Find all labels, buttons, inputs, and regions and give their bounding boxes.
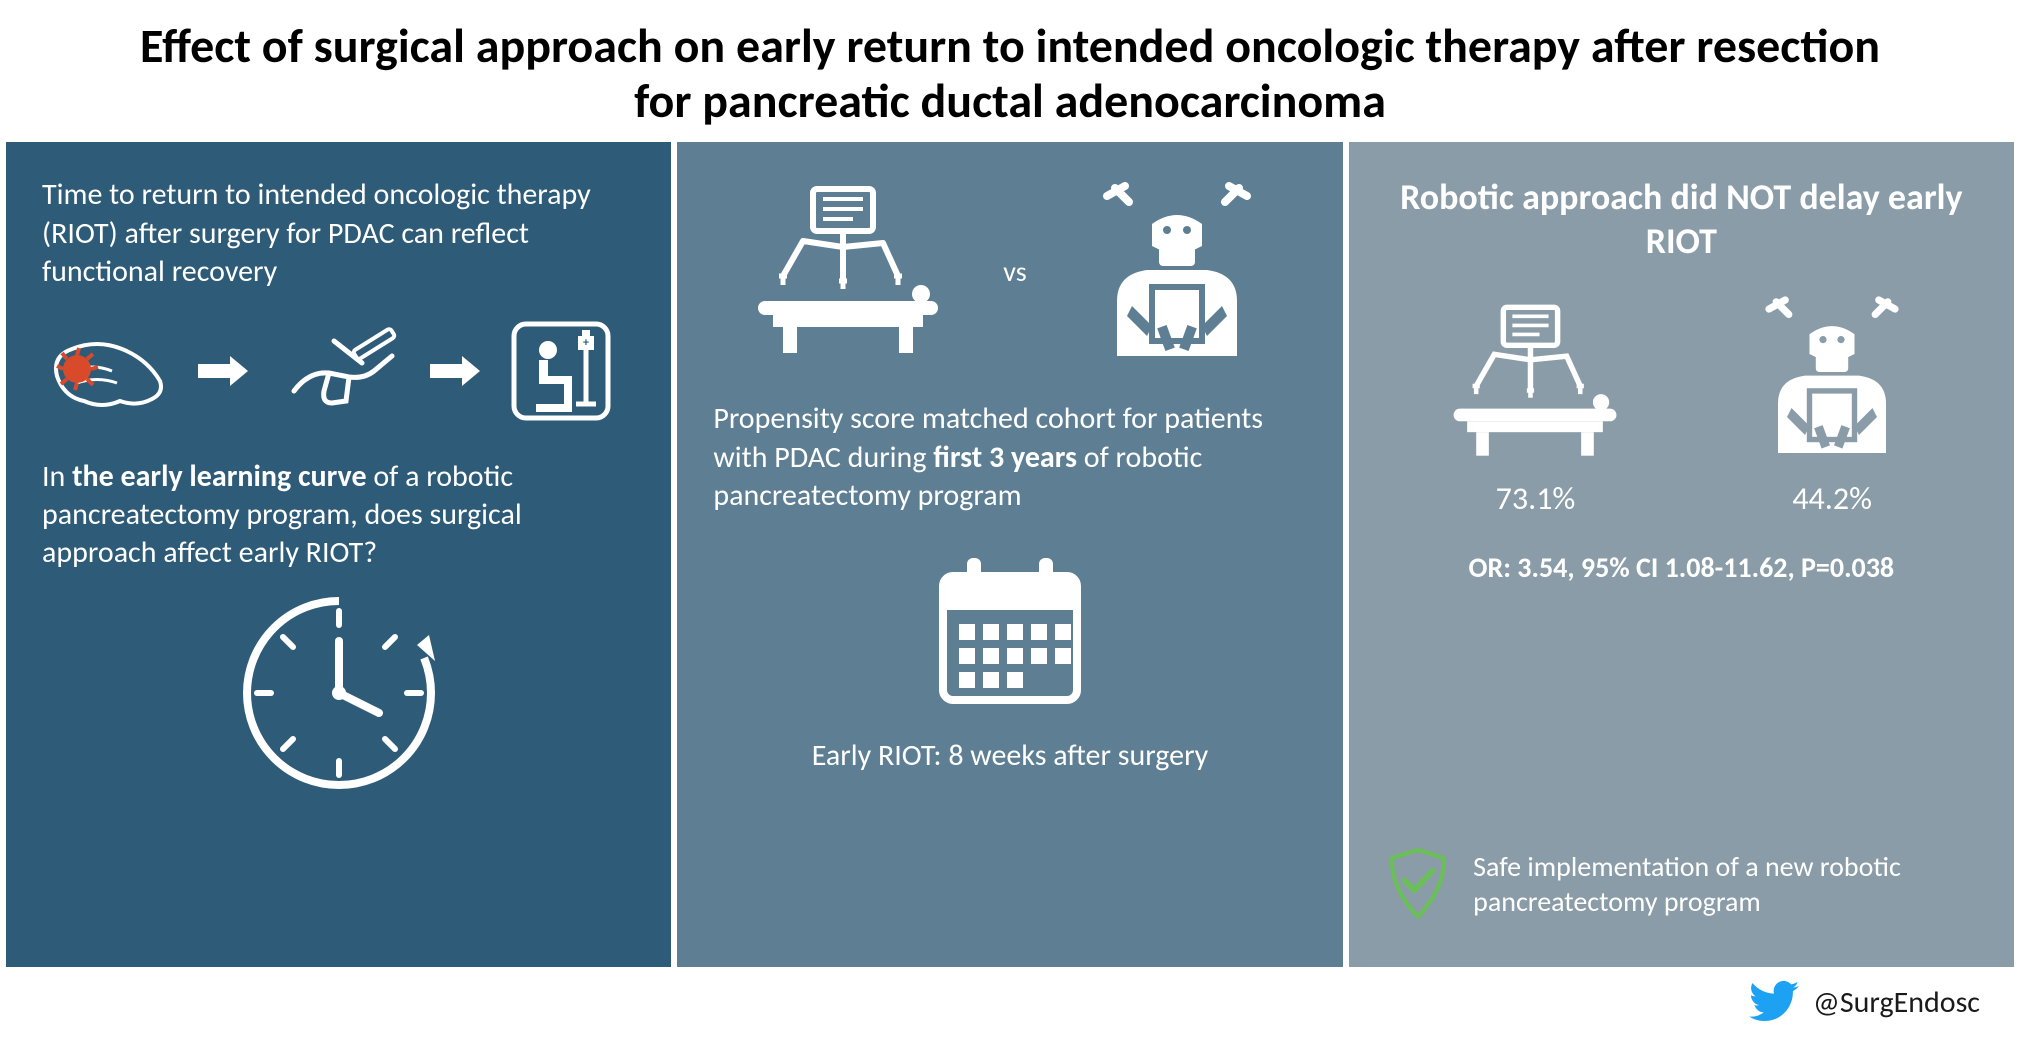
panel1-text2: In the early learning curve of a robotic… (42, 458, 635, 573)
panel2-text-bold: first 3 years (933, 439, 1077, 476)
panel-1: Time to return to intended oncologic the… (6, 142, 671, 967)
safe-row: Safe implementation of a new robotic pan… (1385, 829, 1978, 939)
arrow-icon (196, 354, 250, 388)
result-row: 73.1% (1385, 289, 1978, 518)
safe-text: Safe implementation of a new robotic pan… (1473, 849, 1978, 919)
robotic-surgery-icon (743, 181, 953, 361)
panel-3: Robotic approach did NOT delay early RIO… (1349, 142, 2014, 967)
twitter-icon (1749, 981, 1799, 1023)
shield-check-icon (1385, 829, 1451, 939)
clock-icon (229, 583, 449, 803)
panel1-icon-row: + (42, 316, 635, 426)
surgery-scalpel-icon (274, 321, 404, 421)
pancreas-tumor-icon (42, 321, 172, 421)
infographic-title: Effect of surgical approach on early ret… (0, 0, 2020, 142)
chemo-chair-icon: + (506, 316, 616, 426)
open-surgeon-icon (1077, 176, 1277, 366)
robotic-pct: 73.1% (1440, 479, 1630, 518)
panel3-stats: OR: 3.54, 95% CI 1.08-11.62, P=0.038 (1385, 550, 1978, 585)
result-open: 44.2% (1742, 289, 1922, 518)
svg-text:+: + (583, 336, 589, 350)
open-surgeon-icon (1742, 289, 1922, 464)
result-robotic: 73.1% (1440, 299, 1630, 518)
vs-row: vs (713, 176, 1306, 366)
arrow-icon (428, 354, 482, 388)
robotic-surgery-icon (1440, 299, 1630, 464)
panel3-headline: Robotic approach did NOT delay early RIO… (1385, 176, 1978, 262)
panel1-text1: Time to return to intended oncologic the… (42, 176, 635, 291)
vs-label: vs (1003, 254, 1026, 289)
panel2-text: Propensity score matched cohort for pati… (713, 400, 1306, 515)
calendar-icon (925, 546, 1095, 716)
panel-2: vs Prop (677, 142, 1342, 967)
panel2-early-riot: Early RIOT: 8 weeks after surgery (713, 737, 1306, 775)
twitter-handle: @SurgEndosc (1813, 984, 1980, 1021)
panel1-text2-pre: In (42, 458, 72, 495)
panels-row: Time to return to intended oncologic the… (0, 142, 2020, 967)
open-pct: 44.2% (1742, 479, 1922, 518)
footer: @SurgEndosc (0, 967, 2020, 1037)
panel1-text2-bold: the early learning curve (72, 458, 366, 495)
